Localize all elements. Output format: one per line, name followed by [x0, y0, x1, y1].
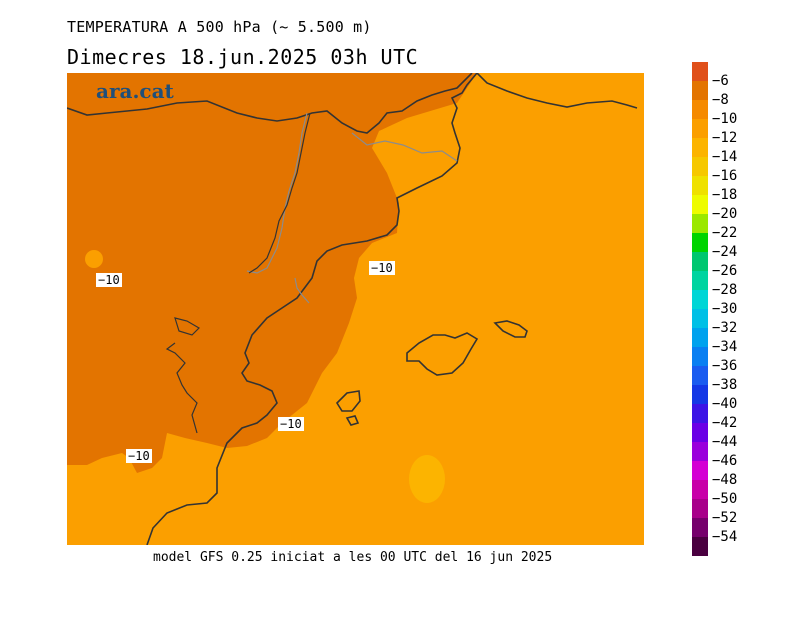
coastline-north — [67, 73, 473, 134]
legend-color-step — [692, 138, 708, 157]
legend-label: −46 — [712, 453, 738, 469]
province-border-inland — [165, 342, 198, 434]
legend-label: −42 — [712, 415, 738, 431]
legend-color-step — [692, 347, 708, 366]
legend-label: −44 — [712, 434, 738, 450]
legend-color-step — [692, 290, 708, 309]
legend-label: −34 — [712, 339, 738, 355]
legend-label: −6 — [712, 73, 729, 89]
legend-color-step — [692, 499, 708, 518]
legend-label: −28 — [712, 282, 738, 298]
legend-label: −12 — [712, 130, 738, 146]
legend-label: −10 — [712, 111, 738, 127]
legend-color-step — [692, 100, 708, 119]
map-title: TEMPERATURA A 500 hPa (~ 5.500 m) — [67, 18, 372, 36]
legend-color-step — [692, 81, 708, 100]
border-france — [351, 132, 458, 162]
legend-label: −20 — [712, 206, 738, 222]
contour-label: −10 — [369, 261, 395, 275]
legend-color-step — [692, 423, 708, 442]
legend-label: −32 — [712, 320, 738, 336]
field-minus14-patch — [409, 455, 445, 503]
legend-color-step — [692, 157, 708, 176]
island-mallorca — [406, 332, 479, 376]
legend-color-step — [692, 461, 708, 480]
map-subtitle: Dimecres 18.jun.2025 03h UTC — [67, 45, 419, 69]
legend-color-step — [692, 233, 708, 252]
legend-color-step — [692, 537, 708, 556]
legend-color-step — [692, 176, 708, 195]
legend-label: −16 — [712, 168, 738, 184]
legend-color-step — [692, 366, 708, 385]
island-formentera — [345, 415, 360, 426]
coastline — [146, 73, 478, 545]
border-valencia — [294, 277, 310, 304]
legend-color-step — [692, 328, 708, 347]
contour-label: −10 — [96, 273, 122, 287]
legend-label: −22 — [712, 225, 738, 241]
field-minus12-bubble — [85, 250, 103, 268]
legend-color-step — [692, 119, 708, 138]
legend-color-step — [692, 442, 708, 461]
legend-label: −40 — [712, 396, 738, 412]
province-border — [248, 112, 311, 274]
legend-label: −48 — [712, 472, 738, 488]
legend-label: −26 — [712, 263, 738, 279]
legend-color-step — [692, 252, 708, 271]
coastline-east — [476, 73, 638, 109]
legend-label: −54 — [712, 529, 738, 545]
legend-label: −8 — [712, 92, 729, 108]
legend-color-step — [692, 385, 708, 404]
contour-label: −10 — [126, 449, 152, 463]
legend-color-step — [692, 404, 708, 423]
temperature-map — [67, 73, 644, 545]
legend-label: −52 — [712, 510, 738, 526]
legend-color-step — [692, 271, 708, 290]
legend-label: −24 — [712, 244, 738, 260]
legend-color-step — [692, 195, 708, 214]
island-eivissa — [335, 390, 361, 412]
island-menorca — [493, 320, 528, 338]
legend-label: −18 — [712, 187, 738, 203]
legend-label: −14 — [712, 149, 738, 165]
legend-label: −50 — [712, 491, 738, 507]
contour-label: −10 — [278, 417, 304, 431]
model-footer: model GFS 0.25 iniciat a les 00 UTC del … — [153, 550, 553, 565]
brand-logo: ara.cat — [96, 79, 174, 103]
field-minus10-west — [67, 73, 477, 473]
legend-label: −38 — [712, 377, 738, 393]
legend-color-step — [692, 214, 708, 233]
legend-color-step — [692, 309, 708, 328]
legend-color-step — [692, 62, 708, 81]
legend-color-step — [692, 480, 708, 499]
province-border-south — [174, 317, 200, 336]
legend-color-step — [692, 518, 708, 537]
legend-label: −36 — [712, 358, 738, 374]
legend-label: −30 — [712, 301, 738, 317]
